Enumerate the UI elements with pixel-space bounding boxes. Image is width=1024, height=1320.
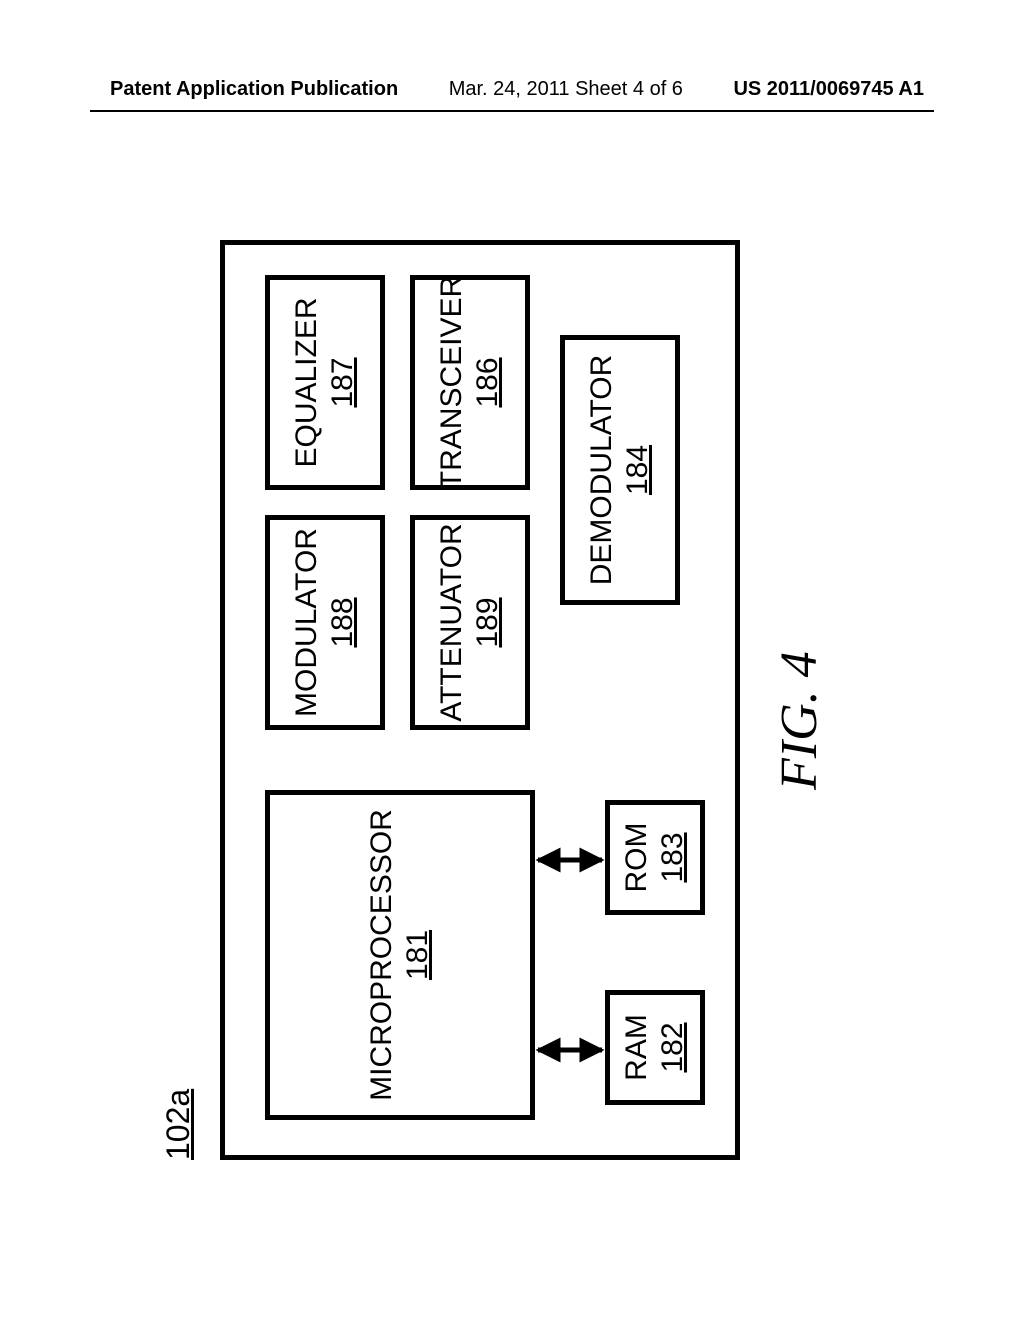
header-right: US 2011/0069745 A1	[733, 78, 924, 101]
header-mid: Mar. 24, 2011 Sheet 4 of 6	[449, 78, 683, 101]
diagram-container: 102a MICROPROCESSOR 181 RAM 182 ROM 183 …	[130, 200, 870, 1200]
figure-caption: FIG. 4	[770, 651, 829, 790]
header-left: Patent Application Publication	[110, 78, 398, 101]
connector-arrows	[130, 200, 870, 1200]
block-diagram: 102a MICROPROCESSOR 181 RAM 182 ROM 183 …	[130, 200, 870, 1200]
header-rule	[90, 110, 934, 112]
page-header: Patent Application Publication Mar. 24, …	[0, 78, 1024, 101]
page: Patent Application Publication Mar. 24, …	[0, 0, 1024, 1320]
